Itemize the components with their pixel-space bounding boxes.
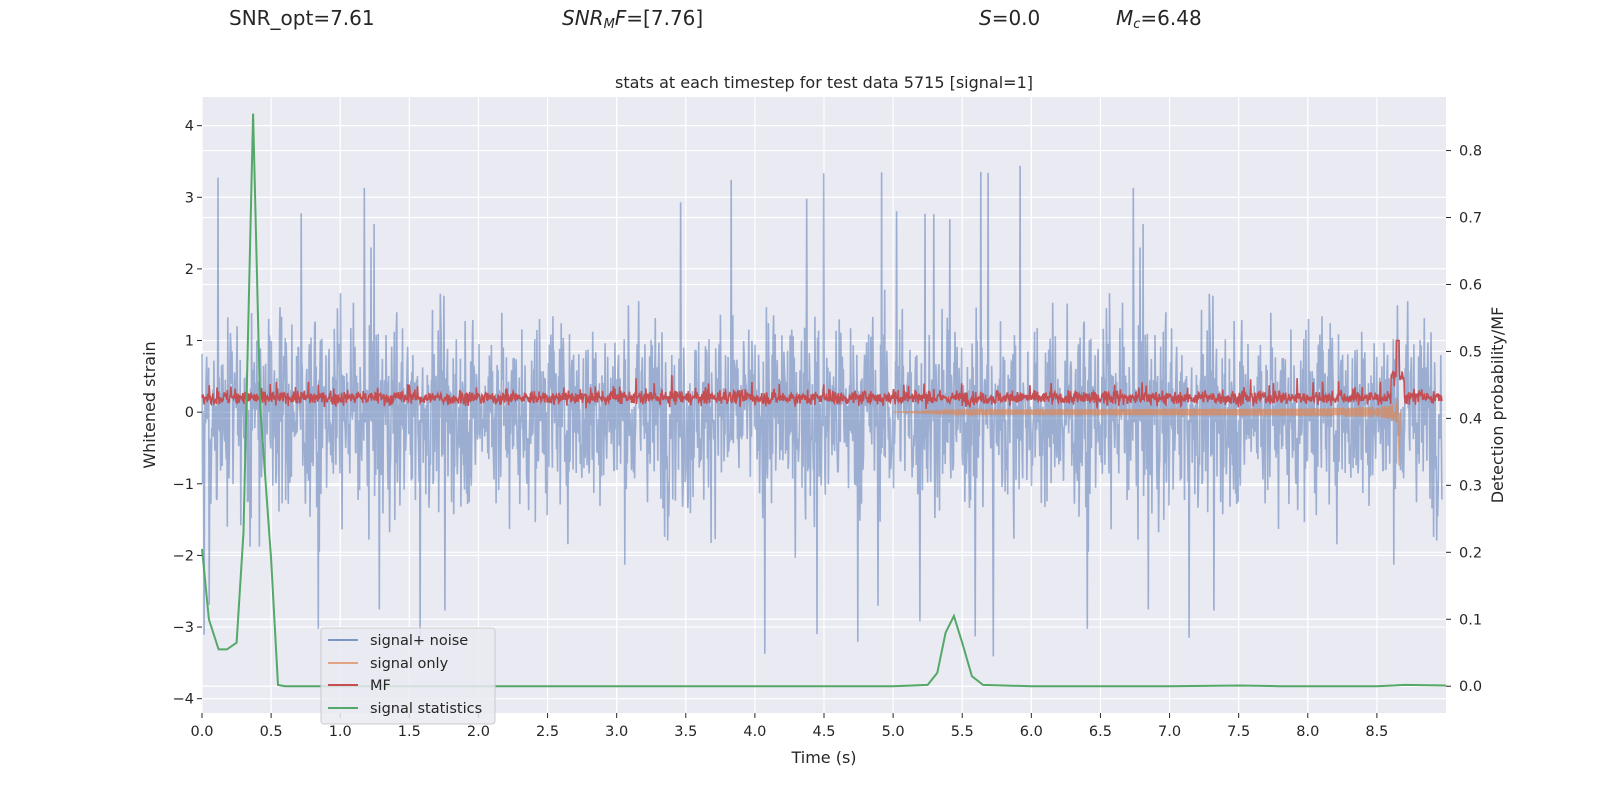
y-right-tick-label: 0.0 [1459,679,1482,695]
series-signal-noise [201,165,1443,657]
y-tick-label: 0 [185,405,194,421]
snr-opt-label: SNR_opt=7.61 [229,6,375,30]
y-right-tick-label: 0.5 [1459,344,1482,360]
y-tick-label: −1 [173,477,194,493]
legend-label-mf: MF [370,678,391,694]
x-tick-label: 3.5 [674,724,697,740]
series-signal-statistics [201,113,1447,688]
x-axis-label: Time (s) [790,748,856,767]
legend-label-signal-noise: signal+ noise [370,633,468,649]
x-tick-label: 5.0 [882,724,905,740]
y-tick-label: 1 [185,334,194,350]
mc-subscript: c [1133,17,1141,32]
y-axis-right-label: Detection probability/MF [1488,307,1507,504]
axes: 0.0 0.5 1.0 1.5 2.0 2.5 3.0 3.5 4.0 4.5 5.0 5.5 6.0 6… [173,119,1482,740]
x-tick-label: 4.5 [812,724,835,740]
x-tick-label: 5.5 [951,724,974,740]
y-right-tick-label: 0.7 [1459,211,1482,227]
s-symbol: S [979,6,992,30]
y-right-tick-label: 0.3 [1459,478,1482,494]
legend-box [320,627,496,725]
x-tick-label: 3.0 [605,724,628,740]
snr-mf-subscript: M [603,17,615,32]
legend: signal+ noise signal only MF signal stat… [320,627,496,725]
y-tick-label: −2 [173,548,194,564]
x-tick-label: 8.0 [1296,724,1319,740]
y-axis-label: Whitened strain [140,341,159,468]
x-tick-label: 1.0 [329,724,352,740]
x-tick-label: 1.5 [398,724,421,740]
y-right-tick-label: 0.1 [1459,612,1482,628]
y-tick-label: −3 [173,620,194,636]
y-right-tick-label: 0.2 [1459,545,1482,561]
x-tick-label: 7.5 [1227,724,1250,740]
x-tick-label: 0.5 [260,724,283,740]
series-signal-only [893,398,1401,466]
y-right-tick-label: 0.6 [1459,277,1482,293]
x-tick-label: 8.5 [1365,724,1388,740]
snr-mf-label: SNRMF=[7.76] [562,6,703,32]
legend-label-signal-only: signal only [370,656,449,672]
x-tick-label: 6.0 [1020,724,1043,740]
mc-label: Mc=6.48 [1116,6,1202,32]
y-tick-label: −4 [173,692,194,708]
y-right-tick-label: 0.8 [1459,144,1482,160]
x-tick-label: 7.0 [1158,724,1181,740]
x-tick-label: 2.0 [467,724,490,740]
chart-title: stats at each timestep for test data 571… [615,73,1033,92]
y-tick-label: 2 [185,262,194,278]
mc-value: =6.48 [1140,6,1202,30]
x-tick-label: 4.0 [743,724,766,740]
data-layer [201,113,1447,688]
y-right-tick-label: 0.4 [1459,411,1482,427]
snr-mf-value: =[7.76] [626,6,704,30]
snr-mf-tail: F [614,6,627,30]
snr-mf-symbol: SNR [562,6,604,30]
mc-symbol: M [1116,6,1134,30]
y-tick-label: 3 [185,190,194,206]
y-tick-label: 4 [185,119,194,135]
series-mf [201,339,1443,409]
x-tick-label: 0.0 [190,724,213,740]
x-tick-label: 6.5 [1089,724,1112,740]
x-tick-label: 2.5 [536,724,559,740]
legend-label-signal-statistics: signal statistics [370,701,482,717]
s-value: =0.0 [991,6,1041,30]
s-label: S=0.0 [979,6,1040,30]
